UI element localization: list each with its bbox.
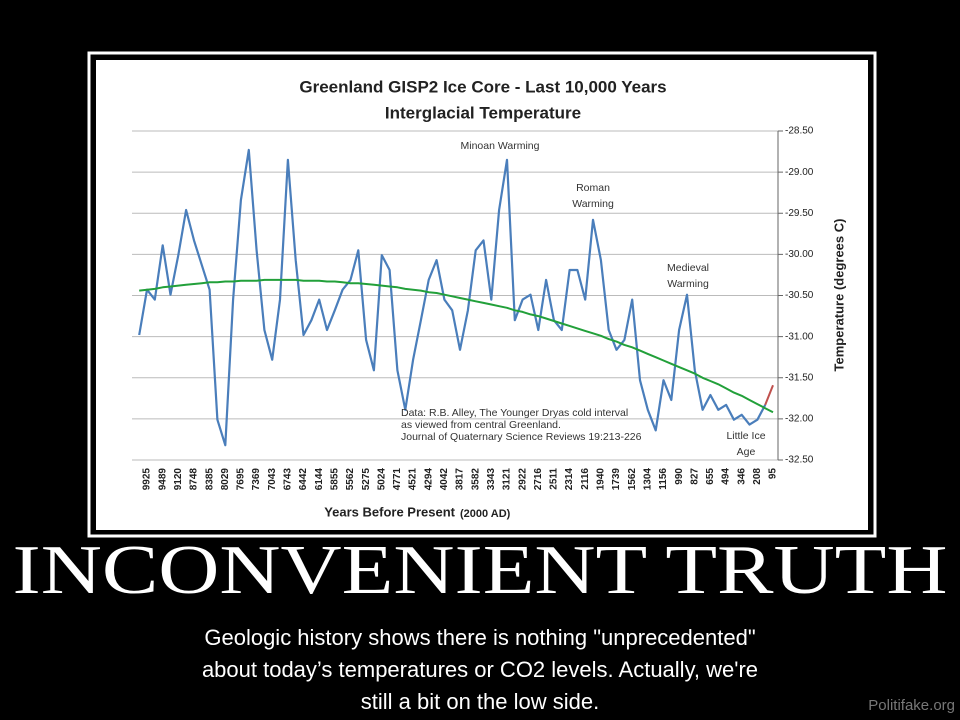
annotation: Age <box>737 446 756 458</box>
annotation: Warming <box>572 198 614 210</box>
caption: about today’s temperatures or CO2 levels… <box>202 657 758 682</box>
x-tick-label: 7369 <box>251 468 262 491</box>
data-line <box>139 278 774 414</box>
x-axis-note: (2000 AD) <box>460 508 511 520</box>
x-tick-label: 8029 <box>220 468 231 491</box>
x-tick-label: 5562 <box>345 468 356 491</box>
headline: INCONVENIENT TRUTH <box>13 532 948 609</box>
data-line <box>138 148 767 447</box>
y-tick-label: -29.50 <box>785 208 814 219</box>
y-tick-label: -31.00 <box>785 331 814 342</box>
x-tick-label: 5024 <box>376 468 387 491</box>
x-tick-label: 2314 <box>564 468 575 491</box>
x-tick-label: 6743 <box>283 468 294 491</box>
x-tick-label: 1562 <box>627 468 638 491</box>
y-tick-label: -31.50 <box>785 372 814 383</box>
x-tick-label: 2922 <box>517 468 528 491</box>
frame <box>87 51 877 538</box>
x-tick-label: 3343 <box>486 468 497 491</box>
x-tick-label: 7695 <box>236 468 247 491</box>
y-tick-label: -28.50 <box>785 126 814 137</box>
x-tick-label: 1739 <box>611 468 622 491</box>
x-tick-label: 4042 <box>439 468 450 491</box>
annotation: Little Ice <box>726 430 765 442</box>
x-tick-label: 9925 <box>142 468 153 491</box>
annotation: Data: R.B. Alley, The Younger Dryas cold… <box>401 407 628 419</box>
x-tick-label: 6144 <box>314 468 325 491</box>
x-tick-label: 2511 <box>549 468 560 490</box>
annotation: Minoan Warming <box>461 140 540 152</box>
x-tick-label: 346 <box>736 468 747 485</box>
x-tick-label: 5855 <box>329 468 340 491</box>
caption: still a bit on the low side. <box>361 689 599 714</box>
x-tick-label: 990 <box>674 468 685 485</box>
chart-title: Greenland GISP2 Ice Core - Last 10,000 Y… <box>299 77 666 96</box>
y-axis-label: Temperature (degrees C) <box>831 219 846 372</box>
x-tick-label: 4771 <box>392 468 403 491</box>
x-tick-label: 4294 <box>423 468 434 491</box>
x-tick-label: 5275 <box>361 468 372 491</box>
x-tick-label: 9120 <box>173 468 184 491</box>
y-tick-label: -32.50 <box>785 455 814 466</box>
data-line <box>764 384 774 406</box>
y-tick-label: -30.50 <box>785 290 814 301</box>
y-tick-label: -32.00 <box>785 414 814 425</box>
x-axis-label: Years Before Present <box>324 504 455 519</box>
x-tick-label: 9489 <box>157 468 168 491</box>
x-tick-label: 494 <box>721 468 732 485</box>
x-tick-label: 2716 <box>533 468 544 491</box>
x-tick-label: 827 <box>689 468 700 485</box>
x-tick-label: 655 <box>705 468 716 485</box>
x-tick-label: 3582 <box>470 468 481 491</box>
x-tick-label: 8385 <box>204 468 215 491</box>
annotation: Roman <box>576 182 610 194</box>
x-tick-label: 1304 <box>642 468 653 491</box>
annotation: Medieval <box>667 262 709 274</box>
annotation: Warming <box>667 278 709 290</box>
x-tick-label: 208 <box>752 468 763 485</box>
x-tick-label: 4521 <box>408 468 419 491</box>
annotation: Journal of Quaternary Science Reviews 19… <box>401 431 642 443</box>
x-tick-label: 8748 <box>189 468 200 491</box>
x-tick-label: 3121 <box>502 468 513 491</box>
chart-subtitle: Interglacial Temperature <box>385 103 581 122</box>
y-tick-label: -30.00 <box>785 249 814 260</box>
annotation: as viewed from central Greenland. <box>401 419 561 431</box>
x-tick-label: 6442 <box>298 468 309 491</box>
x-tick-label: 1940 <box>596 468 607 491</box>
x-tick-label: 3817 <box>455 468 466 491</box>
x-tick-label: 95 <box>768 468 779 480</box>
y-tick-label: -29.00 <box>785 167 814 178</box>
watermark: Politifake.org <box>868 697 955 714</box>
caption: Geologic history shows there is nothing … <box>204 625 755 650</box>
x-tick-label: 1156 <box>658 468 669 490</box>
x-tick-label: 2116 <box>580 468 591 490</box>
x-tick-label: 7043 <box>267 468 278 491</box>
